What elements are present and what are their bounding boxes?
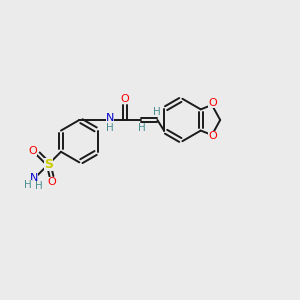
Text: H: H <box>138 123 146 133</box>
Text: O: O <box>208 131 217 142</box>
Text: O: O <box>208 98 217 109</box>
Text: H: H <box>106 123 114 133</box>
Text: O: O <box>28 146 38 156</box>
Text: O: O <box>121 94 129 104</box>
Text: N: N <box>30 173 38 183</box>
Text: H: H <box>24 180 32 190</box>
Text: O: O <box>48 177 56 188</box>
Text: H: H <box>153 107 160 117</box>
Text: H: H <box>35 181 43 191</box>
Text: N: N <box>106 113 114 124</box>
Text: S: S <box>44 158 53 171</box>
